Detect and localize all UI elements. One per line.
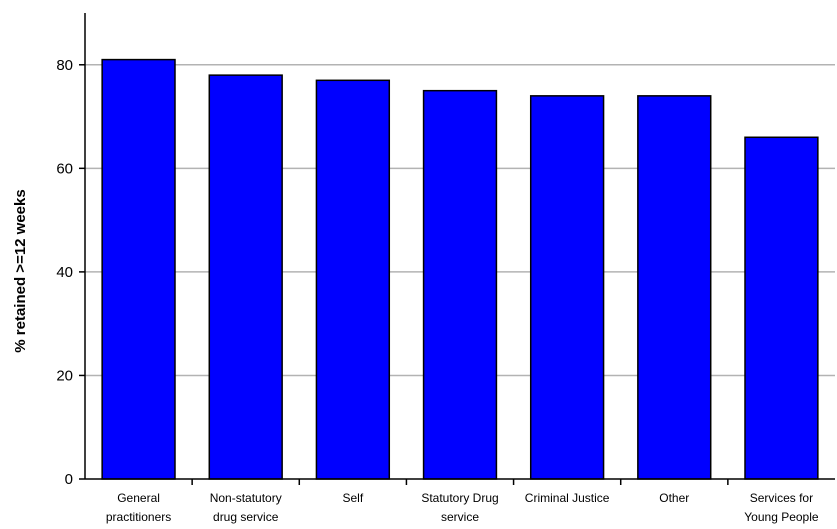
x-tick-label: Other (659, 491, 689, 505)
x-tick-label: service (441, 510, 479, 524)
axes (79, 13, 835, 485)
y-tick-label: 20 (56, 367, 73, 384)
bar (744, 136, 819, 480)
x-tick-label: Self (343, 491, 364, 505)
x-tick-label: Statutory Drug (421, 491, 498, 505)
x-tick-label: Criminal Justice (525, 491, 610, 505)
x-tick-label: Young People (744, 510, 819, 524)
bars (101, 58, 819, 480)
y-tick-label: 40 (56, 264, 73, 281)
bar (637, 95, 712, 480)
x-tick-label: drug service (213, 510, 279, 524)
bar (529, 95, 605, 480)
y-tick-label: 0 (65, 471, 73, 488)
x-tick-label: practitioners (106, 510, 171, 524)
y-tick-label: 60 (56, 160, 73, 177)
y-tick-label: 80 (56, 57, 73, 74)
bar (208, 74, 283, 480)
bar (101, 58, 176, 480)
y-axis-title: % retained >=12 weeks (12, 189, 29, 352)
bar (422, 89, 498, 480)
x-tick-labels: General practitioners Non-statutory drug se… (106, 491, 819, 524)
bar (315, 79, 391, 480)
x-tick-label: Non-statutory (210, 491, 282, 505)
x-tick-label: General (117, 491, 160, 505)
x-tick-label: Services for (750, 491, 813, 505)
y-tick-labels: 0 20 40 60 80 (56, 57, 73, 488)
